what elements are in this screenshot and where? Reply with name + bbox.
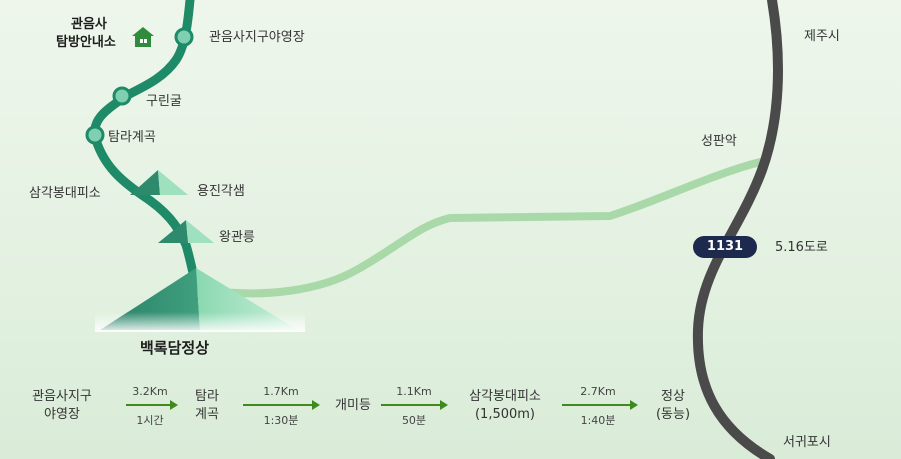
jeju-city-label: 제주시 — [804, 29, 840, 44]
course-step-1-line2: 야영장 — [44, 406, 80, 422]
house-icon — [132, 27, 154, 47]
course-step-2-line2: 계곡 — [195, 406, 219, 422]
course-step-3-line1: 개미등 — [335, 398, 371, 413]
gurigul-label: 구린굴 — [146, 94, 182, 109]
course-arrows — [126, 400, 638, 410]
wanggwan-label: 왕관릉 — [219, 230, 255, 245]
node-gurigul-icon — [112, 86, 132, 106]
seogwipo-city-label: 서귀포시 — [783, 435, 831, 450]
course-step-5-line2: (동능) — [655, 406, 691, 422]
campground-label: 관음사지구야영장 — [209, 30, 305, 45]
samgak-shelter-label: 삼각봉대피소 — [29, 186, 101, 201]
course-step-1-line1: 관음사지구 — [32, 389, 92, 404]
course-step-4-line2: (1,500m) — [474, 406, 536, 422]
course-step-1: 관음사지구 야영장 — [32, 388, 92, 423]
samgak-mountain-icon — [130, 170, 188, 195]
course-step-3: 개미등 — [335, 397, 371, 415]
wanggwan-mountain-icon — [158, 220, 214, 243]
leg-4-time: 1:40분 — [580, 414, 616, 427]
node-campground-icon — [174, 27, 194, 47]
course-step-4: 삼각봉대피소 (1,500m) — [469, 388, 541, 423]
course-step-5-line1: 정상 — [661, 389, 685, 404]
seongpanak-trail — [201, 158, 764, 298]
leg-1-distance: 3.2Km — [132, 385, 168, 398]
leg-1-time: 1시간 — [136, 414, 164, 427]
road-number-badge: 1131 — [693, 236, 757, 258]
yongjin-label: 용진각샘 — [197, 184, 245, 199]
road-name-label: 5.16도로 — [775, 240, 828, 255]
leg-2-time: 1:30분 — [263, 414, 299, 427]
leg-2-distance: 1.7Km — [263, 385, 299, 398]
seongpanak-label: 성판악 — [701, 134, 737, 149]
node-tamra-icon — [85, 125, 105, 145]
visitor-center-label-1: 관음사 — [71, 17, 107, 32]
course-step-2: 탐라 계곡 — [195, 388, 219, 423]
summit-label: 백록담정상 — [140, 339, 210, 357]
leg-3-time: 50분 — [401, 414, 427, 427]
tamra-valley-label: 탐라계곡 — [108, 130, 156, 145]
leg-3-distance: 1.1Km — [396, 385, 432, 398]
leg-4-distance: 2.7Km — [580, 385, 616, 398]
course-step-5: 정상 (동능) — [656, 388, 690, 423]
course-step-4-line1: 삼각봉대피소 — [469, 389, 541, 404]
summit-mountain-icon — [95, 268, 305, 332]
course-step-2-line1: 탐라 — [195, 389, 219, 404]
visitor-center-label-2: 탐방안내소 — [56, 35, 116, 50]
road-1131 — [692, 0, 783, 459]
